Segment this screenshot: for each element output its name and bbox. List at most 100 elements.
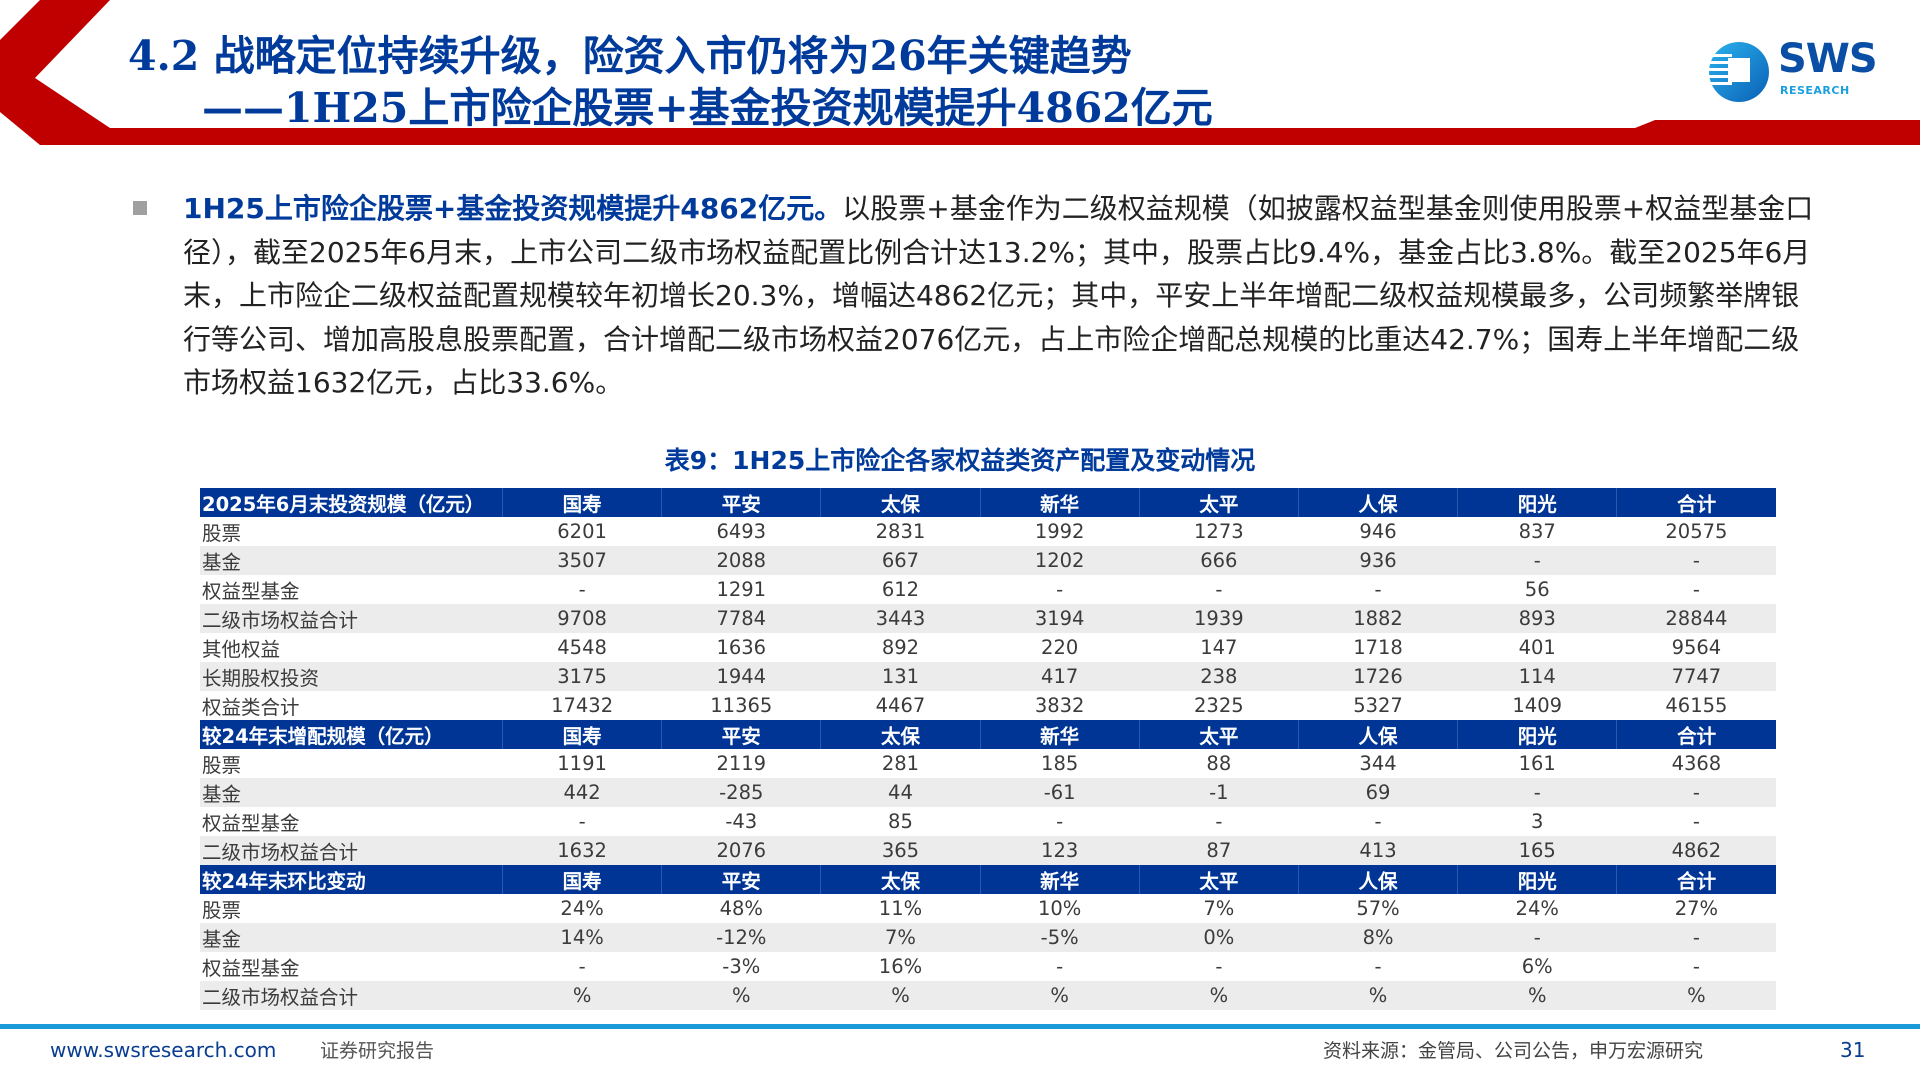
table-cell: 442	[502, 778, 662, 807]
header-cell: 国寿	[501, 865, 662, 894]
table-cell: -43	[661, 807, 821, 836]
row-label: 二级市场权益合计	[200, 604, 503, 633]
table-cell: 8%	[1298, 923, 1458, 952]
table-cell: 161	[1457, 749, 1617, 778]
table-cell: %	[980, 981, 1140, 1010]
header-cell: 国寿	[501, 488, 662, 517]
row-label: 基金	[200, 778, 503, 807]
table-header-row: 较24年末增配规模（亿元） 国寿 平安 太保 新华 太平 人保 阳光 合计	[200, 720, 1776, 749]
table-cell: 10%	[980, 894, 1140, 923]
table-cell: %	[820, 981, 981, 1010]
header-cell: 合计	[1616, 488, 1776, 517]
header-cell: 新华	[979, 865, 1140, 894]
header-cell: 人保	[1297, 488, 1458, 517]
table-cell: 667	[820, 546, 981, 575]
table-title: 表9：1H25上市险企各家权益类资产配置及变动情况	[664, 446, 1256, 475]
table-cell: 1636	[661, 633, 821, 662]
square-bullet-icon	[133, 201, 147, 215]
table-cell: 48%	[661, 894, 821, 923]
table-cell: 5327	[1298, 691, 1458, 720]
row-label: 二级市场权益合计	[200, 836, 503, 865]
table-cell: 1992	[980, 517, 1140, 546]
table-row: 其他权益 4548 1636 892 220 147 1718 401 9564	[200, 633, 1776, 662]
table-cell: 4548	[502, 633, 662, 662]
table-cell: 1939	[1139, 604, 1299, 633]
table-cell: 114	[1457, 662, 1617, 691]
table-cell: 46155	[1616, 691, 1776, 720]
table-cell: -	[1457, 546, 1617, 575]
table-cell: 2119	[661, 749, 821, 778]
header-cell: 较24年末环比变动	[200, 865, 503, 894]
table-cell: 1291	[661, 575, 821, 604]
table-cell: 69	[1298, 778, 1458, 807]
header-cell: 太保	[820, 488, 981, 517]
header-cell: 2025年6月末投资规模（亿元）	[200, 488, 503, 517]
table-cell: %	[1139, 981, 1299, 1010]
row-label: 权益型基金	[200, 575, 503, 604]
table-cell: 11%	[820, 894, 981, 923]
table-cell: -	[980, 807, 1140, 836]
table-cell: -	[980, 575, 1140, 604]
table-cell: -	[1298, 807, 1458, 836]
header-cell: 太平	[1138, 720, 1299, 749]
table-cell: 7%	[820, 923, 981, 952]
page-title-line1: 4.2 战略定位持续升级，险资入市仍将为26年关键趋势	[128, 32, 1132, 80]
table-cell: 2325	[1139, 691, 1299, 720]
table-header-row: 2025年6月末投资规模（亿元） 国寿 平安 太保 新华 太平 人保 阳光 合计	[200, 488, 1776, 517]
table-cell: -	[1457, 923, 1617, 952]
table-cell: 220	[980, 633, 1140, 662]
table-cell: -	[1139, 807, 1299, 836]
header-cell: 太保	[820, 720, 981, 749]
table-cell: 3175	[502, 662, 662, 691]
table-row: 股票 24% 48% 11% 10% 7% 57% 24% 27%	[200, 894, 1776, 923]
table-cell: 0%	[1139, 923, 1299, 952]
table-cell: 4368	[1616, 749, 1776, 778]
table-cell: 238	[1139, 662, 1299, 691]
table-cell: 7%	[1139, 894, 1299, 923]
equity-allocation-table: 2025年6月末投资规模（亿元） 国寿 平安 太保 新华 太平 人保 阳光 合计…	[200, 488, 1776, 1010]
table-cell: %	[1298, 981, 1458, 1010]
table-cell: 14%	[502, 923, 662, 952]
table-cell: 3443	[820, 604, 981, 633]
header-cell: 平安	[661, 865, 821, 894]
table-row: 权益型基金 - -43 85- - -3-	[200, 807, 1776, 836]
table-cell: 1882	[1298, 604, 1458, 633]
section-increase: 较24年末增配规模（亿元） 国寿 平安 太保 新华 太平 人保 阳光 合计	[200, 720, 1776, 749]
section-change-rows: 股票 24% 48% 11% 10% 7% 57% 24% 27% 基金 14% -12% 7% -5% 0…	[200, 894, 1776, 1010]
table-cell: -	[1616, 952, 1776, 981]
table-cell: 1632	[502, 836, 662, 865]
header-cell: 平安	[661, 488, 821, 517]
table-cell: 28844	[1616, 604, 1776, 633]
table-cell: 3	[1457, 807, 1617, 836]
table-cell: 1718	[1298, 633, 1458, 662]
table-cell: -3%	[661, 952, 821, 981]
table-cell: -285	[661, 778, 821, 807]
table-cell: 2831	[820, 517, 981, 546]
table-cell: 165	[1457, 836, 1617, 865]
table-cell: 3507	[502, 546, 662, 575]
table-row: 二级市场权益合计%%%%%%%%	[200, 981, 1776, 1010]
sws-logo: SWS RESEARCH	[1706, 36, 1886, 104]
table-cell: -12%	[661, 923, 821, 952]
footer-website-link[interactable]: www.swsresearch.com	[50, 1038, 277, 1062]
table-row: 权益型基金 - -3% 16% - - -6% -	[200, 952, 1776, 981]
table-cell: 401	[1457, 633, 1617, 662]
table-cell: -	[1616, 575, 1776, 604]
table-cell: 365	[820, 836, 981, 865]
row-label: 股票	[200, 517, 503, 546]
page-title-line2: ——1H25上市险企股票+基金投资规模提升4862亿元	[202, 84, 1213, 132]
row-label: 长期股权投资	[200, 662, 503, 691]
table-cell: -61	[980, 778, 1140, 807]
table-cell: 185	[980, 749, 1140, 778]
table-cell: 2088	[661, 546, 821, 575]
table-cell: 11365	[661, 691, 821, 720]
header-cell: 太保	[820, 865, 981, 894]
table-cell: 24%	[502, 894, 662, 923]
table-cell: 7784	[661, 604, 821, 633]
table-cell: %	[1457, 981, 1617, 1010]
table-header-row: 较24年末环比变动 国寿 平安 太保 新华 太平 人保 阳光 合计	[200, 865, 1776, 894]
table-cell: -	[1616, 546, 1776, 575]
table-cell: 3194	[980, 604, 1140, 633]
page-number: 31	[1840, 1038, 1866, 1062]
table-cell: 344	[1298, 749, 1458, 778]
